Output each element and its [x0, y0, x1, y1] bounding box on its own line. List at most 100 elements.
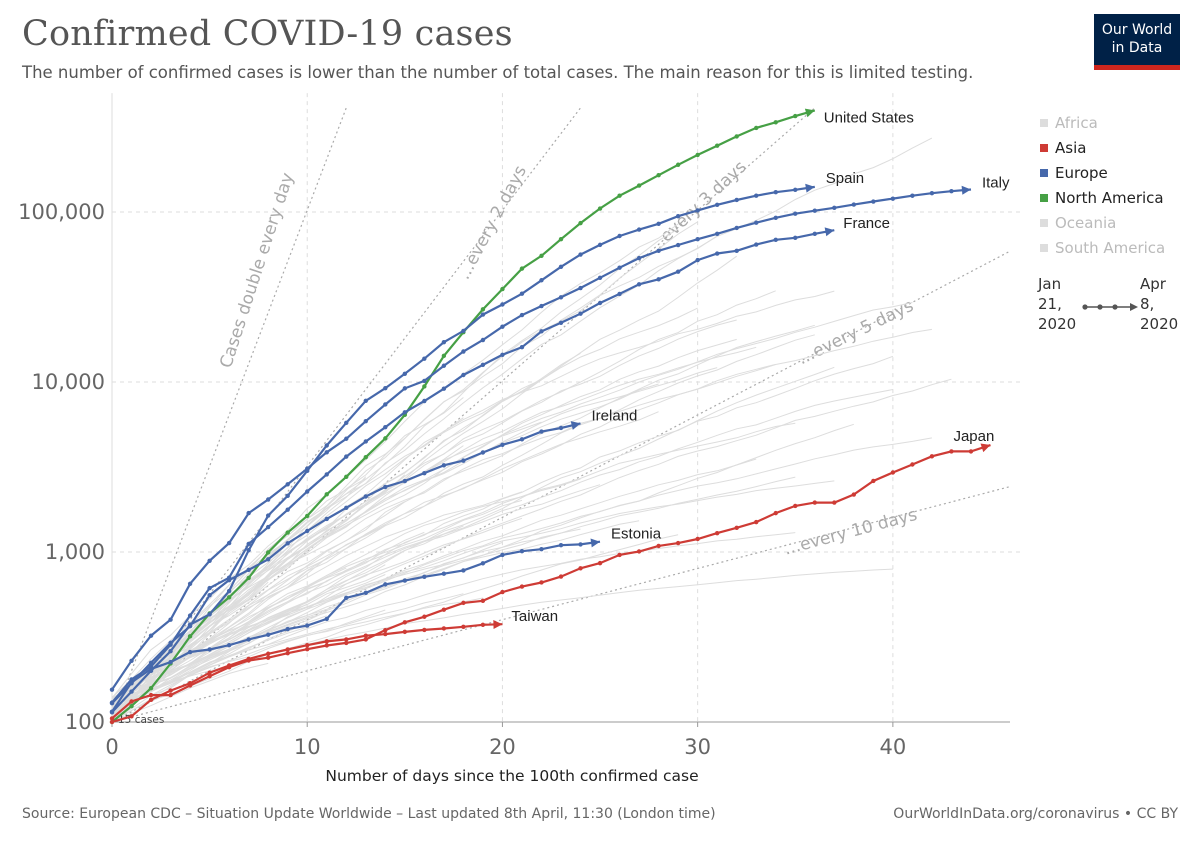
data-point [207, 647, 212, 652]
data-point [383, 402, 388, 407]
owid-logo[interactable]: Our World in Data [1094, 14, 1180, 70]
series-spain: Spain [109, 170, 864, 715]
background-country-line [111, 458, 757, 700]
data-point [890, 196, 896, 201]
data-point [793, 235, 798, 241]
data-point [305, 642, 310, 648]
timeline-start-handle[interactable] [1082, 304, 1088, 310]
background-country-line [111, 302, 913, 709]
legend-item-oceania[interactable]: Oceania [1040, 210, 1165, 235]
legend-swatch [1040, 168, 1048, 177]
data-point [851, 202, 857, 207]
data-point [461, 458, 466, 463]
data-point [285, 493, 290, 499]
legend-item-africa[interactable]: Africa [1040, 110, 1165, 135]
guide-line [111, 107, 581, 723]
legend-item-asia[interactable]: Asia [1040, 135, 1165, 160]
series-end-arrow [804, 108, 815, 118]
data-point [754, 519, 759, 525]
background-country-line [111, 574, 386, 704]
data-point [714, 202, 720, 208]
background-country-line [111, 334, 815, 713]
data-point [207, 612, 212, 617]
timeline-end-date: Apr 8, 2020 [1140, 275, 1179, 333]
background-country-line [111, 319, 737, 706]
data-point [500, 442, 505, 447]
timeline-slider[interactable] [1082, 301, 1140, 313]
data-point [636, 255, 642, 261]
legend-swatch [1040, 218, 1048, 227]
logo-line-2: in Data [1111, 40, 1163, 56]
data-point [617, 291, 622, 297]
guide-label: ...every 2 days [454, 162, 531, 283]
data-point [636, 227, 642, 232]
data-point [793, 187, 798, 193]
data-point [207, 585, 212, 591]
data-point [675, 242, 681, 248]
data-point [929, 191, 935, 196]
legend-label: South America [1055, 238, 1166, 257]
data-point [109, 700, 115, 706]
legend-item-north-america[interactable]: North America [1040, 185, 1165, 210]
data-point [246, 637, 251, 642]
series-end-arrow [493, 619, 503, 629]
data-point [441, 571, 447, 576]
data-point [402, 629, 408, 635]
data-point [832, 205, 837, 211]
legend-item-south-america[interactable]: South America [1040, 235, 1165, 260]
series-label: Japan [953, 428, 994, 445]
data-point [226, 595, 232, 600]
guide-line [111, 250, 1011, 723]
legend-label: Asia [1055, 138, 1087, 157]
timeline-end-handle[interactable] [1130, 303, 1138, 311]
data-point [461, 372, 466, 378]
series-label: Ireland [592, 407, 638, 424]
x-tick-label: 10 [294, 735, 321, 759]
data-point [597, 300, 603, 306]
data-point [109, 709, 115, 714]
data-point [129, 658, 134, 664]
data-point [246, 656, 251, 662]
data-point [695, 208, 700, 213]
data-point [187, 624, 193, 629]
series-label: Spain [826, 170, 864, 187]
data-point [148, 697, 154, 703]
series-japan: Japan [109, 428, 994, 721]
timeline[interactable]: Jan 21, 2020 Apr 8, 2020 [1038, 274, 1188, 334]
data-point [754, 193, 759, 198]
data-point [168, 648, 173, 654]
data-point [675, 269, 681, 274]
data-point [344, 474, 349, 479]
data-point [461, 349, 466, 354]
data-point [441, 353, 447, 359]
legend-label: North America [1055, 188, 1164, 207]
data-point [324, 516, 329, 522]
data-point [168, 640, 173, 646]
data-point [305, 466, 310, 471]
data-point [344, 436, 349, 441]
data-point [929, 454, 935, 459]
data-point [285, 541, 290, 546]
data-point [480, 450, 486, 455]
data-point [246, 510, 251, 516]
legend-label: Africa [1055, 113, 1098, 132]
data-point [441, 626, 447, 631]
credit-link[interactable]: OurWorldInData.org/coronavirus • CC BY [893, 806, 1178, 822]
legend-item-europe[interactable]: Europe [1040, 160, 1165, 185]
data-point [578, 566, 583, 571]
data-point [968, 449, 974, 454]
data-point [226, 663, 232, 668]
data-point [402, 620, 408, 625]
data-point [500, 302, 505, 307]
data-point [344, 595, 349, 600]
source-note: Source: European CDC – Situation Update … [22, 806, 716, 822]
data-point [597, 275, 603, 280]
data-point [480, 307, 486, 312]
data-point [480, 337, 486, 343]
logo-line-1: Our World [1101, 22, 1173, 38]
data-point [558, 425, 564, 431]
data-point [383, 627, 388, 633]
data-point [578, 542, 583, 547]
data-point [363, 439, 368, 444]
background-country-line [111, 422, 796, 702]
